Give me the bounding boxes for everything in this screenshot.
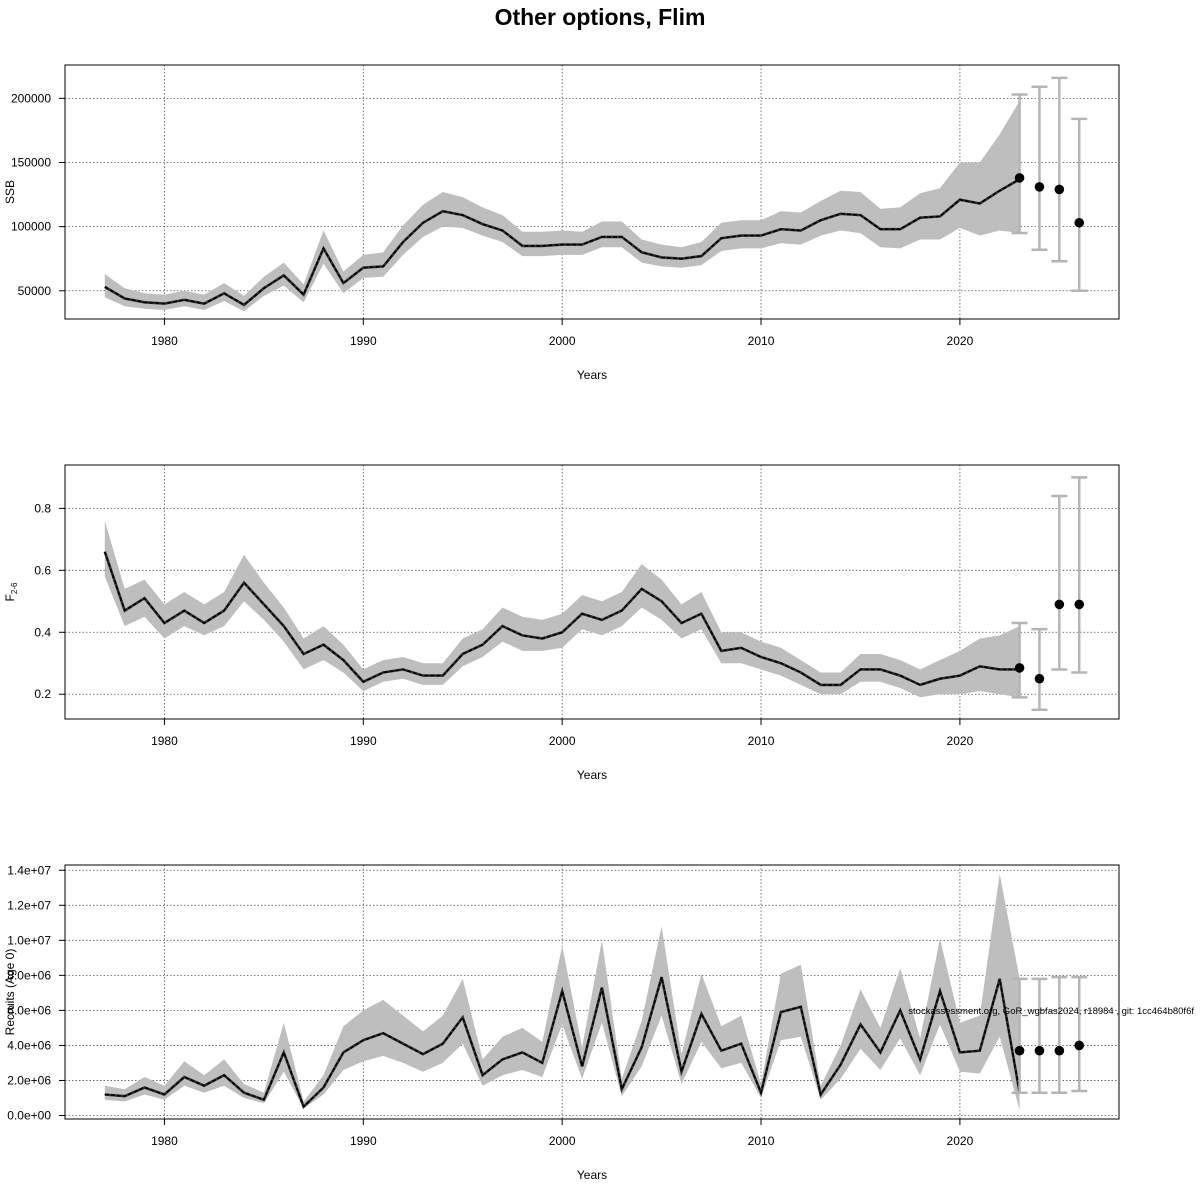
forecast-point [1034,673,1045,684]
x-tick-label: 2010 [748,734,775,748]
y-tick-label: 50000 [18,284,52,298]
y-tick-label: 0.4 [34,625,51,639]
plot-frame [64,464,1120,720]
x-tick-label: 2000 [549,334,576,348]
y-tick-label: 1.2e+07 [7,898,51,912]
plot-frame [64,864,1120,1120]
estimate-line-dashed [104,551,1020,686]
y-tick-label: 0.6 [34,563,51,577]
x-tick-label: 1980 [151,734,178,748]
x-tick-label: 2020 [947,1134,974,1148]
x-tick-label: 2010 [748,1134,775,1148]
forecast-point [1074,217,1085,228]
x-axis-label: Years [577,368,607,382]
x-tick-label: 2000 [549,1134,576,1148]
forecast-point [1034,1045,1045,1056]
plot-frame [64,64,1120,320]
credit-text: stockassessment.org, GoR_wgbfas2024, r18… [908,1006,1194,1017]
y-axis-label-subscript: 2-6 [10,582,19,594]
y-tick-label: 1.0e+07 [7,933,51,947]
y-tick-label: 2.0e+06 [7,1073,51,1087]
x-tick-label: 2010 [748,334,775,348]
x-tick-label: 1980 [151,334,178,348]
panel-ssb: 1980 1990 2000 2010 2020 50000 100000 150000 200… [3,64,1120,382]
forecast-point [1054,184,1065,195]
y-tick-label: 150000 [11,155,51,169]
x-tick-label: 2000 [549,734,576,748]
x-tick-label: 1990 [350,1134,377,1148]
panel-fbar: 1980 1990 2000 2010 2020 0.2 0.4 0.6 0.8 Years F2-… [3,464,1120,782]
forecast-point [1074,1040,1085,1051]
x-tick-label: 2020 [947,734,974,748]
y-tick-label: 1.4e+07 [7,863,51,877]
forecast-point [1034,182,1045,192]
y-tick-label: 100000 [11,220,51,234]
y-tick-label: 8.0e+06 [7,968,51,982]
forecast-point [1014,173,1025,183]
confidence-band [104,100,1020,312]
y-tick-label: 0.2 [34,687,51,701]
y-axis-label: Recruits (Age 0) [3,949,17,1036]
forecast-point [1074,599,1085,610]
forecast-point [1014,1045,1025,1056]
y-tick-label: 0.8 [34,501,51,515]
y-tick-label: 0.0e+00 [7,1108,51,1122]
x-tick-label: 1990 [350,334,377,348]
forecast-point [1054,1045,1065,1056]
x-tick-label: 2020 [947,334,974,348]
y-axis-label: SSB [3,180,17,204]
x-axis-label: Years [577,1168,607,1182]
y-axis-label: F2-6 [3,582,19,601]
x-tick-label: 1980 [151,1134,178,1148]
forecast-point [1014,663,1025,673]
panel-recruits: 1980 1990 2000 2010 2020 0.0e+00 2.0e+06 4.0e+0… [3,863,1120,1182]
y-tick-label: 200000 [11,91,51,105]
page-title: Other options, Flim [494,4,706,30]
x-tick-label: 1990 [350,734,377,748]
estimate-line-dashed [104,178,1021,306]
x-axis-label: Years [577,768,607,782]
y-tick-label: 4.0e+06 [7,1038,51,1052]
y-tick-label: 6.0e+06 [7,1003,51,1017]
forecast-point [1054,599,1065,610]
estimate-line [104,976,1021,1110]
